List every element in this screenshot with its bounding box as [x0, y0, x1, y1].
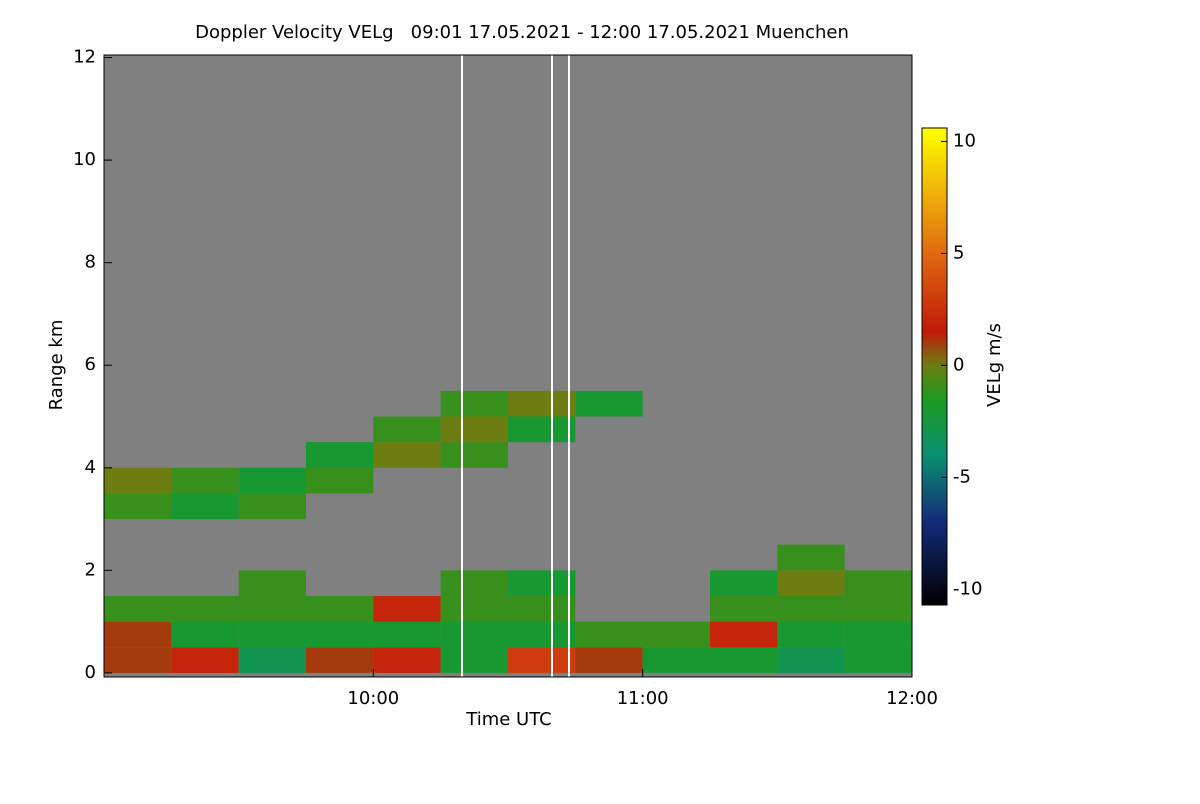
heatmap-cell	[508, 390, 576, 417]
heatmap-cell	[710, 595, 778, 622]
heatmap-cell	[508, 416, 576, 443]
heatmap-cell	[104, 467, 172, 494]
heatmap-cell	[844, 621, 912, 648]
x-tick-label: 12:00	[886, 688, 938, 709]
heatmap-cell	[710, 621, 778, 648]
heatmap-cell	[238, 493, 306, 520]
heatmap-cell	[508, 621, 576, 648]
y-tick-label: 8	[85, 252, 96, 273]
y-axis-label: Range km	[46, 320, 67, 411]
y-tick-label: 10	[73, 149, 96, 170]
heatmap-cell	[777, 544, 845, 571]
heatmap-cell	[440, 416, 508, 443]
y-tick-label: 0	[85, 662, 96, 683]
heatmap-cell	[171, 467, 239, 494]
heatmap-cell	[844, 647, 912, 673]
colorbar	[921, 127, 948, 606]
heatmap-cell	[171, 595, 239, 622]
colorbar-label: VELg m/s	[984, 323, 1005, 407]
colorbar-tick-label: -10	[953, 578, 982, 599]
heatmap-cell	[844, 595, 912, 622]
chart-title: Doppler Velocity VELg 09:01 17.05.2021 -…	[195, 22, 849, 43]
heatmap-cell	[306, 467, 374, 494]
heatmap-cell	[440, 570, 508, 596]
heatmap-cell	[171, 621, 239, 648]
heatmap-cell	[306, 621, 374, 648]
heatmap-cell	[440, 442, 508, 468]
y-tick-label: 4	[85, 457, 96, 478]
x-tick-label: 11:00	[617, 688, 669, 709]
x-axis-label: Time UTC	[465, 709, 551, 730]
y-tick-label: 12	[73, 47, 96, 68]
colorbar-tick-label: 0	[953, 354, 964, 375]
heatmap-cell	[710, 647, 778, 673]
heatmap-cell	[104, 595, 172, 622]
heatmap-cell	[575, 647, 643, 673]
heatmap-cell	[642, 647, 710, 673]
heatmap-cell	[238, 621, 306, 648]
heatmap-cell	[575, 621, 643, 648]
colorbar-tick-label: -5	[953, 466, 971, 487]
heatmap-cell	[373, 442, 441, 468]
heatmap-cell	[575, 390, 643, 417]
heatmap-cell	[373, 647, 441, 673]
heatmap-cell	[306, 595, 374, 622]
heatmap-cell	[373, 621, 441, 648]
heatmap-cell	[508, 595, 576, 622]
heatmap-cell	[306, 442, 374, 468]
heatmap-cell	[238, 570, 306, 596]
heatmap-cell	[238, 647, 306, 673]
heatmap-cell	[171, 493, 239, 520]
heatmap-cell	[306, 647, 374, 673]
heatmap-cell	[373, 595, 441, 622]
plot-frame	[103, 54, 913, 678]
heatmap-cell	[777, 595, 845, 622]
heatmap-cell	[373, 416, 441, 443]
heatmap-cell	[777, 621, 845, 648]
heatmap-cell	[642, 621, 710, 648]
x-tick-label: 10:00	[347, 688, 399, 709]
heatmap-cell	[844, 570, 912, 596]
y-tick-label: 6	[85, 354, 96, 375]
heatmap-cell	[440, 647, 508, 673]
heatmap-cell	[440, 390, 508, 417]
colorbar-tick-label: 5	[953, 242, 964, 263]
heatmap-cell	[440, 621, 508, 648]
heatmap-cell	[777, 647, 845, 673]
heatmap-cell	[171, 647, 239, 673]
heatmap-cell	[710, 570, 778, 596]
heatmap-cell	[777, 570, 845, 596]
heatmap-cell	[104, 621, 172, 648]
heatmap-cell	[508, 570, 576, 596]
heatmap-cell	[440, 595, 508, 622]
y-tick-label: 2	[85, 559, 96, 580]
heatmap-cell	[104, 647, 172, 673]
heatmap-cell	[238, 467, 306, 494]
heatmap-cell	[508, 647, 576, 673]
colorbar-tick-label: 10	[953, 130, 976, 151]
heatmap-cell	[104, 493, 172, 520]
heatmap-cell	[238, 595, 306, 622]
